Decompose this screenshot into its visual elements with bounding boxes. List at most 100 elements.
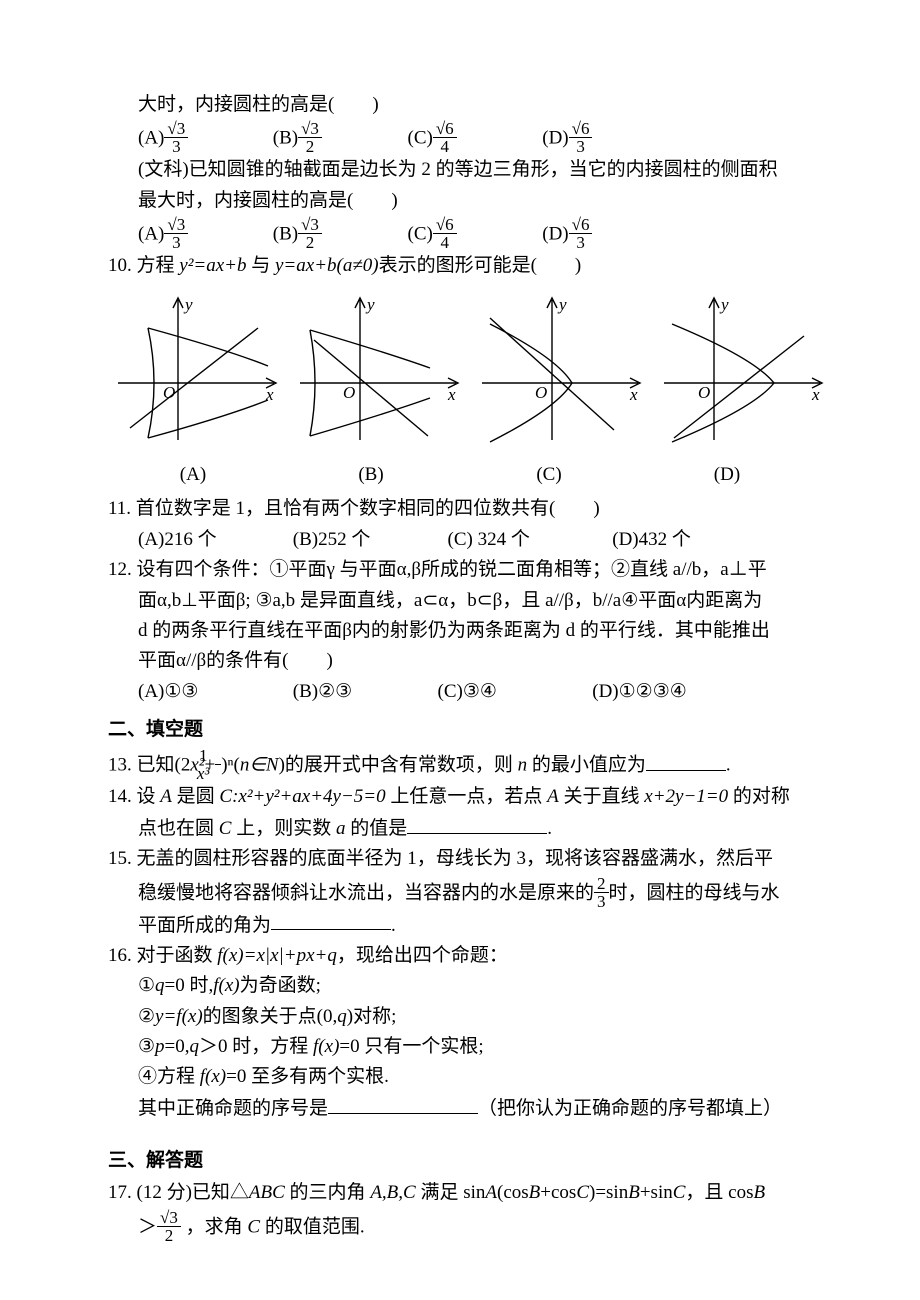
- q10-b: 与: [246, 255, 275, 276]
- axis-o-b: O: [343, 383, 355, 402]
- q17-l2: ＞√32 ，求角 C 的取值范围.: [138, 1209, 812, 1244]
- q10-a: 10. 方程: [108, 255, 179, 276]
- q11-options: (A)216 个 (B)252 个 (C) 324 个 (D)432 个: [138, 525, 812, 555]
- q9a-d-num: √6: [569, 120, 593, 138]
- q16-blank: [328, 1093, 478, 1114]
- q10-eq1: y²=ax+b: [179, 255, 246, 276]
- axis-o-c: O: [535, 383, 547, 402]
- q11-d: (D)432 个: [612, 525, 691, 555]
- q9b-opt-d-label: (D): [542, 224, 568, 245]
- q13: 13. 已知(2x²+1x³)ⁿ(n∈N)的展开式中含有常数项，则 n 的最小值…: [108, 747, 812, 782]
- q9b-a-num: √3: [164, 216, 188, 234]
- q16-i1: ①q=0 时,f(x)为奇函数;: [138, 971, 812, 1001]
- q9b-line1: (文科)已知圆锥的轴截面是边长为 2 的等边三角形，当它的内接圆柱的侧面积: [138, 155, 812, 185]
- q10-graph-d: y x O: [654, 288, 828, 458]
- q9b-options: (A)√33 (B)√32 (C)√64 (D)√63: [138, 216, 812, 251]
- axis-o-a: O: [163, 383, 175, 402]
- q9a-a-num: √3: [164, 120, 188, 138]
- q9b-opt-c-label: (C): [408, 224, 433, 245]
- q15-l2: 稳缓慢地将容器倾斜让水流出，当容器内的水是原来的23时，圆柱的母线与水: [138, 875, 812, 910]
- q9b-d-den: 3: [569, 234, 593, 251]
- q15-l3: 平面所成的角为.: [138, 910, 812, 941]
- q10-stem: 10. 方程 y²=ax+b 与 y=ax+b(a≠0)表示的图形可能是( ): [108, 251, 812, 281]
- q9a-d-den: 3: [569, 138, 593, 155]
- q9b-a-den: 3: [164, 234, 188, 251]
- q12-l1: 12. 设有四个条件：①平面γ 与平面α,β所成的锐二面角相等；②直线 a//b…: [108, 555, 812, 585]
- q9a-cont: 大时，内接圆柱的高是( ): [138, 90, 812, 120]
- q9a-opt-c-label: (C): [408, 128, 433, 149]
- q9b-b-num: √3: [298, 216, 322, 234]
- q9b-opt-b-label: (B): [273, 224, 298, 245]
- q9b-c-den: 4: [433, 234, 457, 251]
- q12-a: (A)①③: [138, 677, 288, 707]
- q9a-b-num: √3: [298, 120, 322, 138]
- q9a-b-den: 2: [298, 138, 322, 155]
- q9b-c-num: √6: [433, 216, 457, 234]
- axis-x-d: x: [811, 385, 820, 404]
- q17-l1: 17. (12 分)已知△ABC 的三内角 A,B,C 满足 sinA(cosB…: [108, 1178, 812, 1208]
- q14-l2: 点也在圆 C 上，则实数 a 的值是.: [138, 813, 812, 844]
- q12-l2: 面α,b⊥平面β; ③a,b 是异面直线，a⊂α，b⊂β，且 a//β，b//a…: [138, 586, 812, 616]
- q13-a: 13. 已知(2: [108, 755, 190, 776]
- q13-e: 的最小值应为: [527, 755, 646, 776]
- q13-dot: .: [726, 755, 731, 776]
- section-2-header: 二、填空题: [108, 715, 812, 745]
- q9a-a-den: 3: [164, 138, 188, 155]
- q11-b: (B)252 个: [293, 525, 443, 555]
- q10-labels: (A) (B) (C) (D): [108, 460, 812, 490]
- q16-i2: ②y=f(x)的图象关于点(0,q)对称;: [138, 1002, 812, 1032]
- section-3-header: 三、解答题: [108, 1146, 812, 1176]
- q11-stem: 11. 首位数字是 1，且恰有两个数字相同的四位数共有( ): [108, 494, 812, 524]
- q16-i4: ④方程 f(x)=0 至多有两个实根.: [138, 1062, 812, 1092]
- q9a-opt-a-label: (A): [138, 128, 164, 149]
- q10-lbl-a: (A): [108, 460, 278, 490]
- q9b-line2: 最大时，内接圆柱的高是( ): [138, 186, 812, 216]
- axis-x-a: x: [265, 385, 274, 404]
- q12-d: (D)①②③④: [592, 677, 687, 707]
- axis-y-b: y: [365, 295, 375, 314]
- q16-l5: 其中正确命题的序号是（把你认为正确命题的序号都填上）: [138, 1093, 812, 1124]
- q10-c: 表示的图形可能是( ): [379, 255, 582, 276]
- q9b-opt-a-label: (A): [138, 224, 164, 245]
- q16-l1: 16. 对于函数 f(x)=x|x|+px+q，现给出四个命题：: [108, 941, 812, 971]
- q11-c: (C) 324 个: [448, 525, 608, 555]
- q13-n: n: [518, 755, 528, 776]
- q9a-c-num: √6: [433, 120, 457, 138]
- q11-a: (A)216 个: [138, 525, 288, 555]
- q9a-options: (A)√33 (B)√32 (C)√64 (D)√63: [138, 120, 812, 155]
- axis-o-d: O: [698, 383, 710, 402]
- q12-b: (B)②③: [293, 677, 433, 707]
- q9a-opt-d-label: (D): [542, 128, 568, 149]
- q9a-c-den: 4: [433, 138, 457, 155]
- q10-lbl-d: (D): [642, 460, 812, 490]
- q10-graph-b: y x O: [290, 288, 464, 458]
- q14-blank: [407, 813, 547, 834]
- q9b-b-den: 2: [298, 234, 322, 251]
- q12-l4: 平面α//β的条件有( ): [138, 646, 812, 676]
- q12-c: (C)③④: [438, 677, 588, 707]
- q12-l3: d 的两条平行直线在平面β内的射影仍为两条距离为 d 的平行线．其中能推出: [138, 616, 812, 646]
- q10-graph-a: y x O: [108, 288, 282, 458]
- q17-fn: √3: [157, 1209, 181, 1227]
- q10-graphs: y x O y x O: [108, 288, 812, 458]
- q13-d: )的展开式中含有常数项，则: [279, 755, 518, 776]
- q13-nin: n∈N: [240, 755, 279, 776]
- q9b-d-num: √6: [569, 216, 593, 234]
- q15-fd: 3: [594, 893, 609, 910]
- q10-eq2: y=ax+b(a≠0): [275, 255, 379, 276]
- q12-options: (A)①③ (B)②③ (C)③④ (D)①②③④: [138, 677, 812, 707]
- q15-blank: [271, 910, 391, 931]
- axis-x-b: x: [447, 385, 456, 404]
- axis-y-d: y: [719, 295, 729, 314]
- q10-graph-c: y x O: [472, 288, 646, 458]
- q9a-opt-b-label: (B): [273, 128, 298, 149]
- q10-lbl-c: (C): [464, 460, 634, 490]
- q15-fn: 2: [594, 875, 609, 893]
- axis-y-c: y: [557, 295, 567, 314]
- axis-x-c: x: [629, 385, 638, 404]
- axis-y-a: y: [183, 295, 193, 314]
- q16-i3: ③p=0,q＞0 时，方程 f(x)=0 只有一个实根;: [138, 1032, 812, 1062]
- q13-c: )ⁿ(: [221, 755, 240, 776]
- q14-l1: 14. 设 A 是圆 C:x²+y²+ax+4y−5=0 上任意一点，若点 A …: [108, 782, 812, 812]
- q10-lbl-b: (B): [286, 460, 456, 490]
